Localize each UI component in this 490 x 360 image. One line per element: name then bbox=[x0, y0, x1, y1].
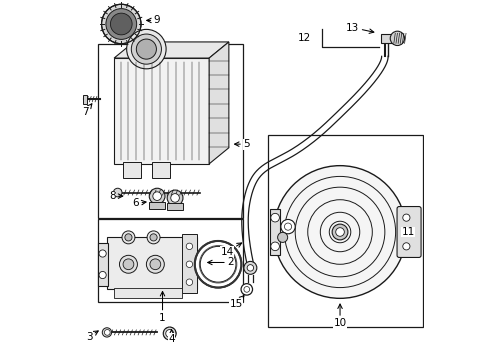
Bar bbox=[123, 162, 141, 178]
Circle shape bbox=[244, 287, 250, 292]
Circle shape bbox=[122, 231, 135, 244]
Circle shape bbox=[244, 261, 257, 274]
Bar bbox=[114, 288, 182, 298]
Circle shape bbox=[99, 271, 106, 279]
Circle shape bbox=[106, 9, 137, 39]
Circle shape bbox=[271, 213, 279, 222]
Bar bbox=[114, 58, 209, 164]
Circle shape bbox=[104, 329, 110, 335]
Circle shape bbox=[247, 265, 254, 271]
Text: 13: 13 bbox=[346, 23, 374, 33]
Text: 11: 11 bbox=[401, 227, 415, 237]
Circle shape bbox=[99, 250, 106, 257]
Text: 12: 12 bbox=[297, 33, 311, 43]
Circle shape bbox=[163, 327, 176, 340]
Text: 10: 10 bbox=[334, 304, 346, 328]
Circle shape bbox=[332, 224, 348, 240]
Circle shape bbox=[125, 234, 132, 241]
Text: 9: 9 bbox=[147, 15, 160, 26]
Circle shape bbox=[101, 4, 141, 44]
Circle shape bbox=[171, 194, 179, 202]
Circle shape bbox=[131, 34, 161, 64]
Circle shape bbox=[149, 188, 165, 204]
Bar bbox=[149, 202, 165, 209]
Circle shape bbox=[336, 228, 344, 236]
Circle shape bbox=[403, 243, 410, 250]
Circle shape bbox=[241, 284, 252, 295]
Circle shape bbox=[403, 214, 410, 221]
Circle shape bbox=[271, 242, 279, 251]
Bar bbox=[269, 135, 422, 327]
Bar bbox=[381, 34, 395, 42]
Text: 7: 7 bbox=[82, 104, 92, 117]
Polygon shape bbox=[114, 42, 229, 58]
Bar bbox=[167, 203, 183, 211]
Circle shape bbox=[166, 329, 173, 337]
Circle shape bbox=[150, 259, 161, 270]
Bar bbox=[98, 243, 108, 286]
Circle shape bbox=[113, 188, 122, 197]
Text: 1: 1 bbox=[159, 292, 166, 323]
Text: 15: 15 bbox=[229, 296, 244, 309]
Text: 5: 5 bbox=[235, 139, 250, 149]
Circle shape bbox=[274, 166, 406, 298]
FancyBboxPatch shape bbox=[397, 207, 421, 257]
Text: 3: 3 bbox=[86, 331, 98, 342]
Bar bbox=[83, 95, 87, 104]
Bar bbox=[182, 234, 196, 293]
Circle shape bbox=[120, 255, 137, 273]
Circle shape bbox=[167, 190, 183, 206]
Bar bbox=[98, 220, 243, 302]
Circle shape bbox=[200, 246, 236, 282]
Circle shape bbox=[102, 328, 112, 337]
Circle shape bbox=[110, 13, 132, 35]
Circle shape bbox=[153, 192, 161, 201]
Text: 2: 2 bbox=[208, 257, 234, 267]
Circle shape bbox=[150, 234, 157, 241]
Text: 6: 6 bbox=[132, 198, 146, 208]
Circle shape bbox=[123, 259, 134, 270]
Bar bbox=[107, 237, 196, 289]
Bar bbox=[152, 162, 170, 178]
Bar bbox=[270, 209, 280, 255]
Circle shape bbox=[281, 220, 295, 234]
Circle shape bbox=[186, 243, 193, 249]
Circle shape bbox=[186, 279, 193, 285]
Circle shape bbox=[147, 231, 160, 244]
Text: 14: 14 bbox=[220, 243, 242, 257]
Circle shape bbox=[186, 261, 193, 267]
Text: 4: 4 bbox=[168, 330, 175, 343]
Circle shape bbox=[278, 232, 288, 242]
Circle shape bbox=[390, 31, 405, 45]
Bar bbox=[98, 44, 243, 218]
Circle shape bbox=[136, 39, 156, 59]
Circle shape bbox=[147, 255, 164, 273]
Circle shape bbox=[285, 223, 292, 230]
Circle shape bbox=[195, 241, 242, 288]
Text: 8: 8 bbox=[109, 191, 122, 201]
Circle shape bbox=[126, 30, 166, 69]
Polygon shape bbox=[209, 42, 229, 164]
